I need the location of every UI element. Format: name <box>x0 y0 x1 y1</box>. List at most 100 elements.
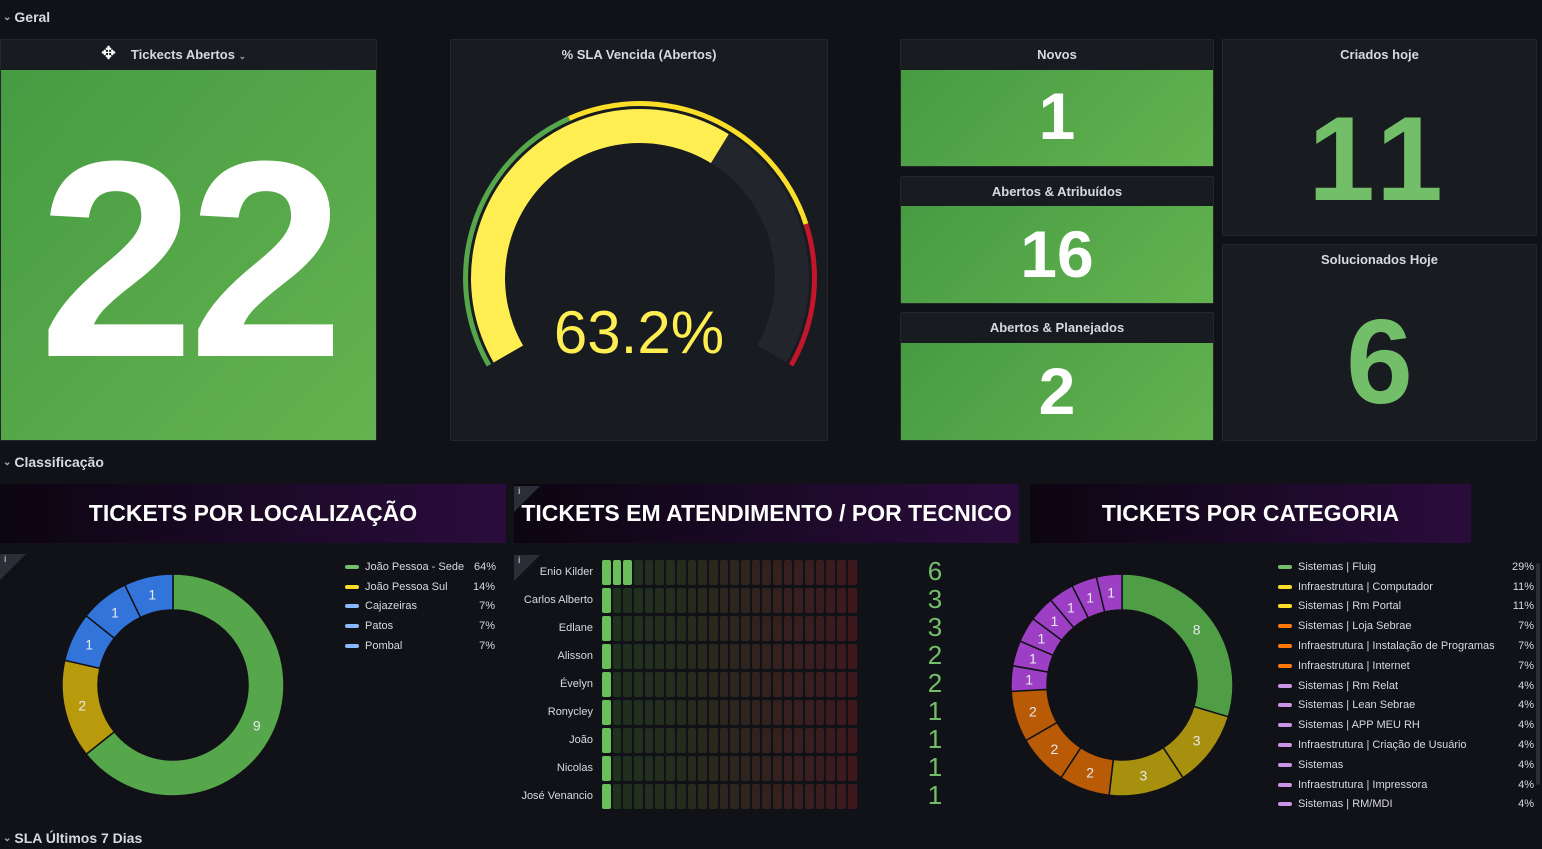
legend-percent: 29% <box>1511 560 1534 573</box>
bar-gauge-cell <box>623 727 633 753</box>
bar-gauge-cell <box>719 671 729 697</box>
bar-gauge-cell <box>794 671 804 697</box>
legend-label: Pombal <box>365 640 403 653</box>
legend-percent: 11% <box>1512 580 1534 593</box>
bar-gauge-cell <box>740 587 750 613</box>
bar-gauge-cell <box>623 783 633 809</box>
legend-item[interactable]: Cajazeiras 7% <box>345 597 495 617</box>
legend-swatch <box>345 584 359 589</box>
technician-value: 3 <box>927 612 943 642</box>
stat-value: 2 <box>1038 354 1076 428</box>
bar-gauge-cell <box>837 671 846 697</box>
bar-gauge-cell <box>773 699 782 725</box>
pie-slice-label: 1 <box>1038 631 1046 647</box>
bar-gauge-cell <box>730 615 739 641</box>
bar-gauge-cell <box>666 643 675 669</box>
bar-gauge-cell <box>847 671 857 697</box>
row-sla-7-dias[interactable]: ⌄ SLA Últimos 7 Dias <box>3 830 143 846</box>
info-icon[interactable]: i <box>514 555 540 581</box>
legend-label: Infraestrutura | Criação de Usuário <box>1298 739 1467 752</box>
legend-scrollbar[interactable] <box>1536 563 1540 785</box>
panel-novos[interactable]: Novos 1 <box>900 39 1214 167</box>
panel-tickets-abertos[interactable]: Tickects Abertos ⌄ ✥ 22 <box>0 39 377 441</box>
legend-item[interactable]: João Pessoa Sul 14% <box>345 577 495 597</box>
bar-gauge-cell <box>805 783 814 809</box>
bar-gauge-cell <box>783 559 793 585</box>
technician-name: José Venancio <box>521 790 593 802</box>
legend-item[interactable]: Infraestrutura | Computador 11% <box>1278 577 1534 597</box>
bar-gauge-cell <box>634 587 643 613</box>
legend-categoria: Sistemas | Fluig 29% Infraestrutura | Comp… <box>1278 557 1534 814</box>
bar-gauge-cell <box>698 643 707 669</box>
legend-item[interactable]: Infraestrutura | Internet 7% <box>1278 656 1534 676</box>
bar-gauge-cell <box>687 755 697 781</box>
legend-item[interactable]: Sistemas | Rm Relat 4% <box>1278 676 1534 696</box>
bar-gauge-cell <box>773 559 782 585</box>
legend-label: Sistemas | Rm Portal <box>1298 600 1402 613</box>
legend-item[interactable]: Sistemas | Rm Portal 11% <box>1278 597 1534 617</box>
pie-slice-label: 1 <box>1029 650 1037 666</box>
bar-gauge-cell <box>730 671 739 697</box>
legend-item[interactable]: João Pessoa - Sede 64% <box>345 557 496 577</box>
panel-abertos-atribuidos[interactable]: Abertos & Atribuídos 16 <box>900 176 1214 304</box>
panel-criados-hoje[interactable]: Criados hoje 11 <box>1222 39 1537 236</box>
bar-gauge-cell <box>762 643 771 669</box>
bar-gauge-cell <box>612 643 622 669</box>
bar-gauge-cell <box>644 615 654 641</box>
bar-gauge-cell <box>773 755 782 781</box>
legend-item[interactable]: Sistemas 4% <box>1278 755 1534 775</box>
bar-gauge-cell <box>634 699 643 725</box>
bar-gauge-cell <box>687 727 697 753</box>
technician-value: 6 <box>927 556 943 586</box>
bar-gauge-cell <box>794 559 804 585</box>
pie-slice-label: 1 <box>1107 585 1115 601</box>
bar-gauge-cell <box>740 783 750 809</box>
bar-gauge-cell <box>751 699 761 725</box>
legend-item[interactable]: Infraestrutura | Impressora 4% <box>1278 775 1534 795</box>
legend-item[interactable]: Sistemas | Lean Sebrae 4% <box>1278 696 1534 716</box>
pie-slice-label: 1 <box>1025 672 1033 688</box>
legend-item[interactable]: Patos 7% <box>345 616 495 636</box>
panel-title[interactable]: Tickects Abertos ⌄ <box>130 47 247 62</box>
legend-item[interactable]: Sistemas | Fluig 29% <box>1278 557 1534 577</box>
bar-gauge-cell <box>762 755 771 781</box>
panel-sla-vencida[interactable]: % SLA Vencida (Abertos) 63.2% <box>450 39 828 441</box>
info-icon[interactable]: i <box>0 554 26 580</box>
bar-gauge-cell <box>698 727 707 753</box>
row-geral[interactable]: ⌄ Geral <box>3 9 51 25</box>
bar-gauge-cell <box>783 727 793 753</box>
legend-item[interactable]: Sistemas | Loja Sebrae 7% <box>1278 616 1534 636</box>
legend-label: Sistemas | Lean Sebrae <box>1298 699 1416 712</box>
bar-gauge-cell <box>847 559 857 585</box>
bar-gauge-cell <box>837 727 846 753</box>
bar-gauge-cell <box>730 699 739 725</box>
bar-gauge-cell <box>730 559 739 585</box>
bar-gauge-cell <box>676 727 686 753</box>
sla-gauge <box>463 100 817 367</box>
legend-item[interactable]: Infraestrutura | Criação de Usuário 4% <box>1278 735 1534 755</box>
bar-gauge-cell <box>666 615 675 641</box>
info-icon[interactable]: i <box>514 486 540 512</box>
bar-gauge-cell <box>826 587 836 613</box>
technician-value: 1 <box>927 780 943 810</box>
bar-gauge-cell <box>773 615 782 641</box>
bar-gauge-cell <box>644 783 654 809</box>
legend-label: Sistemas | Fluig <box>1298 560 1377 573</box>
bar-gauge-cell <box>644 727 654 753</box>
legend-item[interactable]: Sistemas | RM/MDI 4% <box>1278 795 1534 815</box>
legend-item[interactable]: Infraestrutura | Instalação de Programas… <box>1278 636 1534 656</box>
panel-solucionados-hoje[interactable]: Solucionados Hoje 6 <box>1222 244 1537 441</box>
bar-gauge-cell <box>634 755 643 781</box>
legend-swatch <box>1278 564 1292 569</box>
bar-gauge-cell <box>826 671 836 697</box>
banner-tecnico: TICKETS EM ATENDIMENTO / POR TECNICO <box>514 484 1019 543</box>
bar-gauge-cell <box>698 671 707 697</box>
bar-gauge-cell <box>602 727 611 753</box>
bar-gauge-cell <box>623 615 633 641</box>
bar-gauge-cell <box>655 699 665 725</box>
bar-gauge-cell <box>655 643 665 669</box>
legend-item[interactable]: Pombal 7% <box>345 636 495 656</box>
row-classificacao[interactable]: ⌄ Classificação <box>3 454 104 470</box>
legend-item[interactable]: Sistemas | APP MEU RH 4% <box>1278 715 1534 735</box>
panel-abertos-planejados[interactable]: Abertos & Planejados 2 <box>900 312 1214 441</box>
